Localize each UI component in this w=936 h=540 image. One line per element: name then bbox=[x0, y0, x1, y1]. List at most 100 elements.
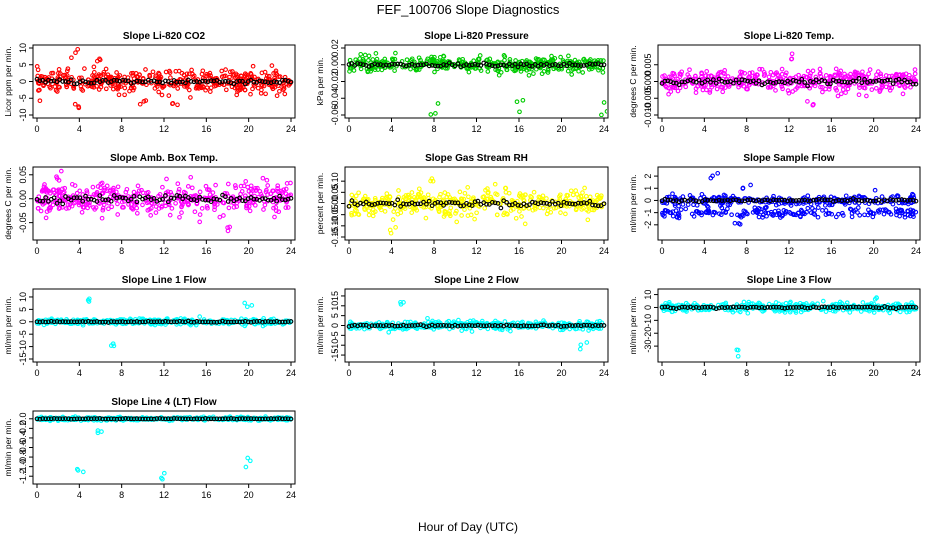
mean-point bbox=[458, 203, 464, 209]
data-point bbox=[773, 300, 779, 305]
y-tick-label: 0 bbox=[18, 319, 28, 324]
data-point bbox=[468, 212, 474, 218]
mean-point bbox=[265, 319, 271, 324]
mean-point bbox=[484, 323, 489, 329]
mean-point bbox=[530, 199, 535, 205]
data-point bbox=[474, 210, 479, 216]
mean-point bbox=[679, 304, 685, 310]
mean-point bbox=[389, 61, 395, 67]
data-point bbox=[396, 194, 402, 200]
x-tick-label: 12 bbox=[784, 246, 794, 256]
mean-point bbox=[739, 304, 745, 310]
data-point bbox=[783, 70, 789, 76]
mean-point bbox=[705, 77, 711, 83]
data-point bbox=[585, 217, 591, 223]
mean-point bbox=[163, 319, 168, 324]
data-point bbox=[592, 205, 598, 211]
data-point bbox=[356, 212, 362, 217]
mean-point bbox=[280, 319, 285, 325]
data-point bbox=[909, 300, 915, 305]
data-point bbox=[805, 193, 811, 199]
mean-point bbox=[203, 78, 208, 84]
data-point bbox=[406, 195, 412, 200]
mean-point bbox=[788, 305, 793, 310]
mean-point bbox=[544, 323, 550, 329]
mean-point bbox=[910, 304, 916, 310]
y-tick-label: 0.00 bbox=[330, 56, 340, 74]
mean-point bbox=[850, 304, 856, 310]
mean-point bbox=[177, 318, 183, 324]
data-point bbox=[693, 90, 699, 95]
mean-point bbox=[671, 80, 676, 86]
mean-point bbox=[555, 63, 561, 68]
mean-point bbox=[151, 196, 157, 201]
data-point bbox=[159, 92, 165, 98]
data-point bbox=[820, 84, 825, 90]
x-tick-label: 12 bbox=[159, 490, 169, 500]
mean-point bbox=[859, 304, 865, 310]
data-point bbox=[844, 300, 850, 306]
mean-point bbox=[54, 200, 60, 206]
mean-point bbox=[693, 79, 699, 85]
outlier-point bbox=[75, 46, 81, 52]
mean-point bbox=[137, 319, 143, 325]
mean-point bbox=[478, 63, 484, 68]
data-point bbox=[441, 54, 447, 59]
data-point bbox=[889, 73, 895, 79]
data-point bbox=[99, 180, 105, 186]
data-point bbox=[668, 81, 674, 87]
mean-point bbox=[60, 201, 66, 207]
data-point bbox=[473, 66, 479, 71]
panel-title: Slope Line 2 Flow bbox=[434, 275, 519, 286]
mean-point bbox=[123, 195, 128, 201]
mean-point bbox=[518, 323, 524, 329]
x-tick-label: 8 bbox=[431, 124, 436, 134]
mean-point bbox=[484, 201, 489, 207]
outlier-point bbox=[143, 98, 149, 103]
mean-point bbox=[191, 79, 197, 85]
mean-point bbox=[722, 80, 728, 85]
mean-point bbox=[668, 197, 673, 203]
data-point bbox=[414, 67, 420, 72]
data-point bbox=[529, 66, 534, 72]
data-point bbox=[80, 204, 86, 210]
mean-point bbox=[223, 319, 228, 325]
mean-point bbox=[346, 203, 352, 209]
data-point bbox=[587, 194, 593, 200]
y-tick-label: 10 bbox=[18, 43, 28, 53]
data-point bbox=[721, 192, 727, 198]
data-point bbox=[544, 196, 549, 201]
mean-point bbox=[386, 201, 392, 207]
outlier-point bbox=[393, 225, 398, 230]
y-axis-label: Licor ppm per min. bbox=[3, 46, 13, 116]
mean-point bbox=[793, 198, 799, 203]
outlier-point bbox=[137, 101, 143, 107]
mean-point bbox=[671, 305, 676, 311]
data-point bbox=[754, 210, 760, 215]
mean-point bbox=[524, 323, 529, 329]
data-point bbox=[877, 207, 883, 213]
mean-point bbox=[558, 324, 564, 329]
mean-point bbox=[432, 323, 438, 329]
data-point bbox=[129, 205, 135, 211]
mean-point bbox=[527, 63, 532, 69]
data-point bbox=[876, 209, 882, 215]
data-point bbox=[432, 69, 437, 75]
mean-point bbox=[40, 198, 46, 204]
data-point bbox=[843, 90, 848, 95]
outlier-point bbox=[69, 55, 74, 61]
mean-point bbox=[816, 305, 822, 311]
x-tick-label: 4 bbox=[702, 246, 707, 256]
data-point bbox=[667, 74, 672, 80]
mean-point bbox=[134, 78, 140, 84]
data-point bbox=[200, 84, 206, 89]
mean-point bbox=[123, 319, 128, 325]
mean-point bbox=[77, 195, 83, 201]
mean-point bbox=[598, 323, 604, 328]
mean-point bbox=[793, 305, 799, 310]
data-point bbox=[545, 68, 551, 73]
mean-point bbox=[415, 201, 421, 207]
y-tick-label: 10 bbox=[330, 301, 340, 311]
data-point bbox=[166, 81, 172, 87]
